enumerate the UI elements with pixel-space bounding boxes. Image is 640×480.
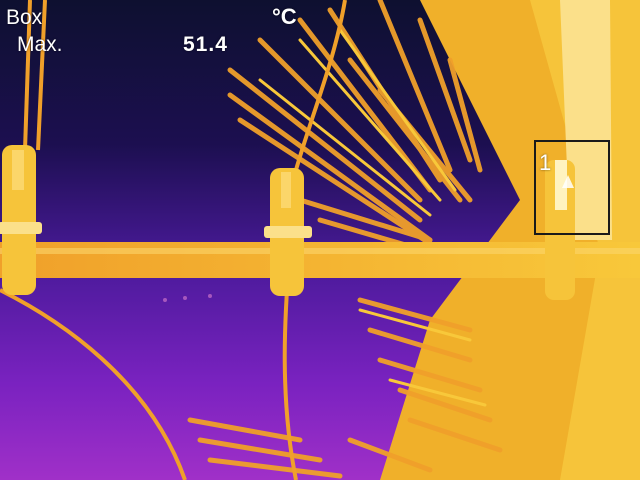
temperature-unit: °C xyxy=(272,4,297,29)
roi-measurement-box[interactable]: 1 xyxy=(534,140,610,235)
measurement-stat-label: Max. xyxy=(17,33,63,56)
hotspot-marker-icon xyxy=(562,175,574,188)
roi-label: 1 xyxy=(539,150,552,175)
measurement-max-value: 51.4 xyxy=(183,33,228,56)
measurement-mode-label: Box xyxy=(6,6,43,29)
